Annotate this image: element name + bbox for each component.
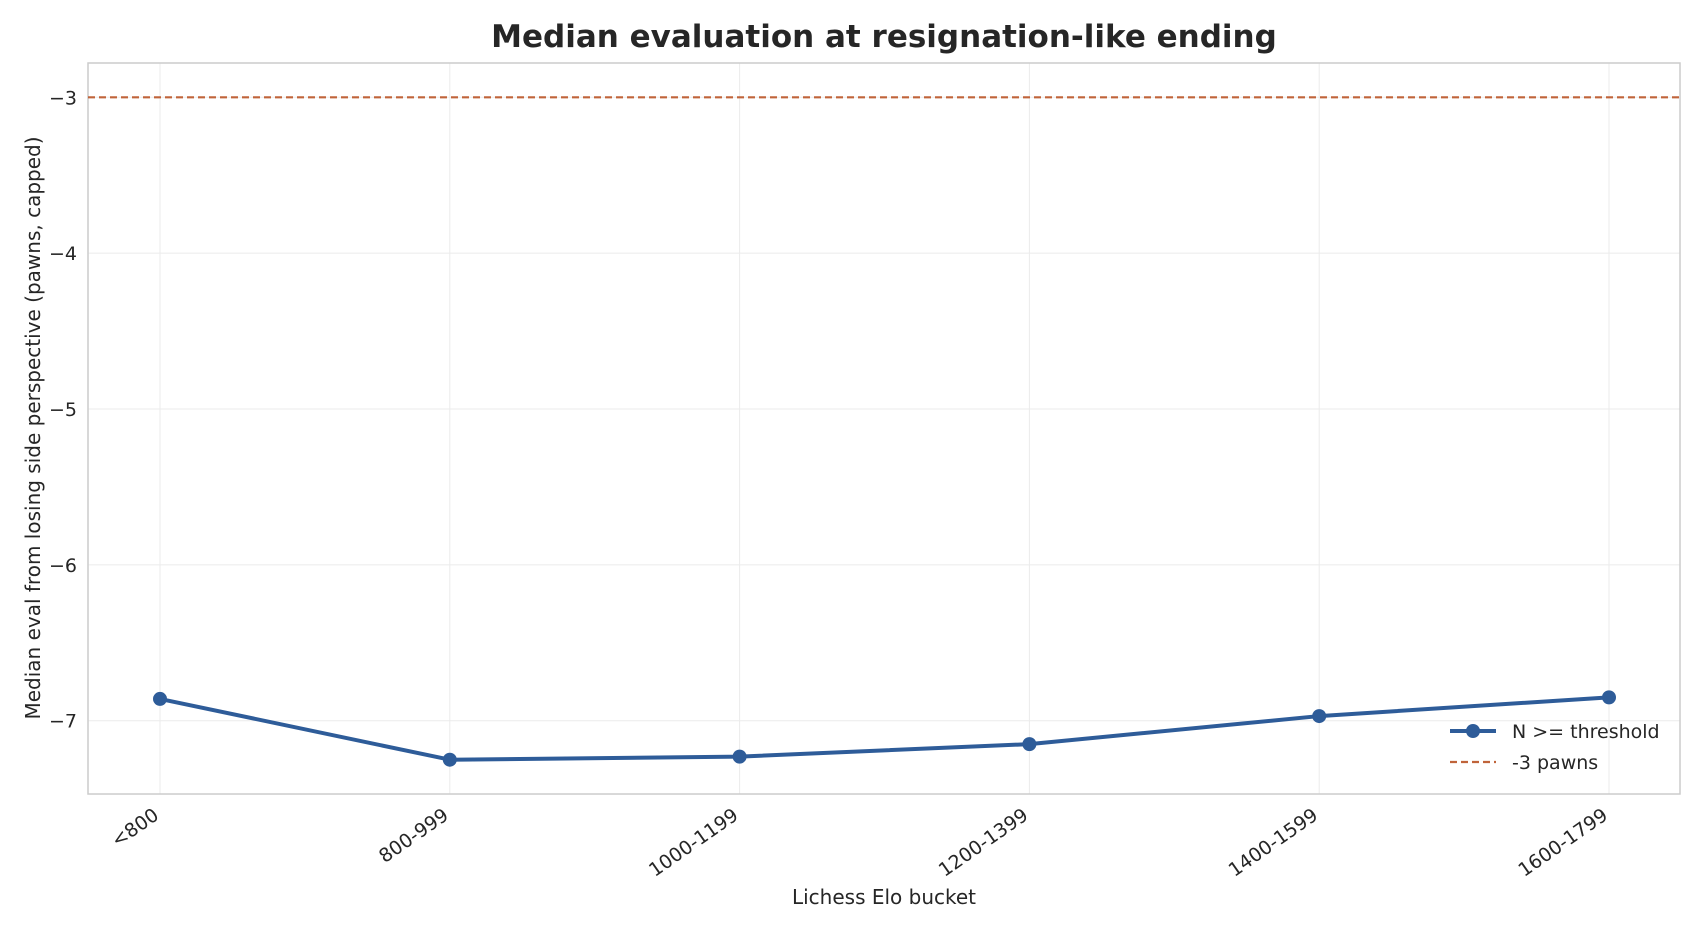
- y-tick-label: −6: [49, 555, 77, 577]
- x-tick-label: 1600-1799: [1514, 804, 1611, 881]
- data-point: [732, 749, 747, 764]
- x-axis-label: Lichess Elo bucket: [792, 885, 976, 909]
- x-tick-label: 1200-1399: [935, 804, 1032, 881]
- legend-label-reference: -3 pawns: [1512, 752, 1598, 774]
- data-point: [1602, 690, 1616, 705]
- plot-frame: [87, 62, 1681, 795]
- series-line: [159, 695, 1610, 762]
- chart-title: Median evaluation at resignation-like en…: [491, 19, 1277, 55]
- legend-marker-series: [1466, 724, 1480, 738]
- y-axis-label: Median eval from losing side perspective…: [21, 136, 45, 719]
- x-tick-label: 1400-1599: [1225, 804, 1322, 881]
- legend-label-series: N >= threshold: [1512, 721, 1660, 743]
- y-tick-label: −3: [49, 87, 77, 109]
- data-point: [153, 691, 167, 706]
- y-tick-label: −5: [49, 399, 77, 421]
- x-tick-labels: <800 800-999 1000-1199 1200-1399 1400-1599 16…: [107, 804, 1611, 881]
- grid-layer: [88, 63, 1680, 794]
- legend: N >= threshold -3 pawns: [1450, 721, 1660, 774]
- y-tick-label: −7: [49, 711, 77, 733]
- data-point: [1022, 737, 1037, 752]
- data-point: [1312, 709, 1327, 724]
- data-point: [442, 752, 457, 767]
- x-tick-label: 1000-1199: [645, 804, 742, 881]
- x-tick-label: 800-999: [375, 804, 453, 868]
- x-tick-label: <800: [107, 804, 162, 852]
- series-layer: [153, 690, 1616, 767]
- y-tick-labels: −3 −4 −5 −6 −7: [49, 87, 77, 732]
- y-tick-label: −4: [49, 243, 77, 265]
